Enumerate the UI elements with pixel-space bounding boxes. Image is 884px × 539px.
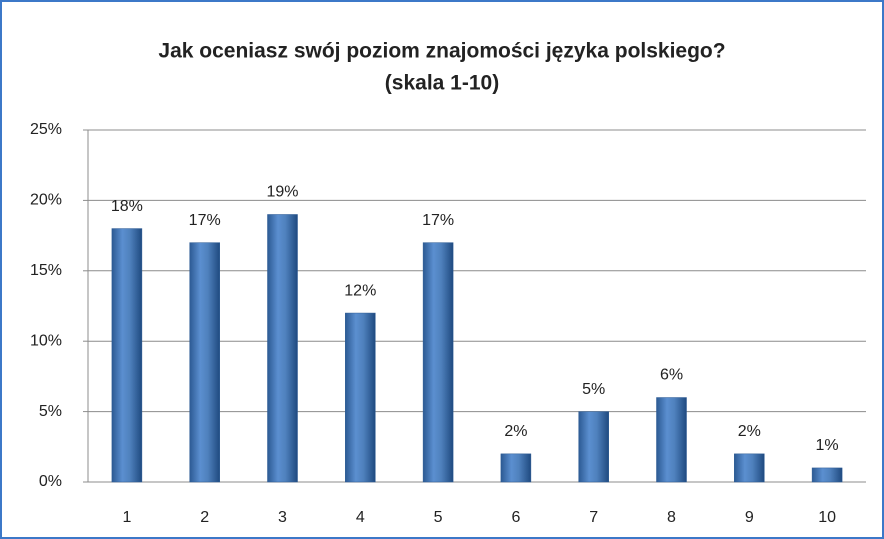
- y-tick-label: 10%: [30, 332, 62, 349]
- data-label: 2%: [738, 423, 761, 440]
- x-tick-label: 7: [589, 509, 598, 526]
- y-tick-label: 25%: [30, 121, 62, 138]
- x-tick-label: 1: [122, 509, 131, 526]
- x-tick-label: 8: [667, 509, 676, 526]
- y-tick-label: 20%: [30, 192, 62, 209]
- y-tick-label: 5%: [39, 403, 62, 420]
- x-tick-label: 4: [356, 509, 365, 526]
- bar: [656, 397, 687, 483]
- chart-title: Jak oceniasz swój poziom znajomości języ…: [158, 40, 725, 63]
- bar: [111, 228, 143, 483]
- data-label: 12%: [344, 282, 376, 299]
- data-label: 18%: [111, 198, 143, 215]
- x-tick-label: 5: [434, 509, 443, 526]
- data-label: 19%: [266, 184, 298, 201]
- bar: [345, 312, 376, 483]
- bar: [267, 214, 298, 483]
- x-tick-label: 2: [200, 509, 209, 526]
- bar: [578, 411, 609, 483]
- x-tick-label: 10: [818, 509, 836, 526]
- bar: [500, 453, 532, 483]
- x-tick-label: 6: [511, 509, 520, 526]
- chart-subtitle: (skala 1-10): [385, 72, 499, 95]
- bar: [811, 467, 843, 483]
- y-tick-label: 15%: [30, 262, 62, 279]
- bar: [734, 453, 765, 483]
- bar: [189, 242, 220, 483]
- x-tick-label: 3: [278, 509, 287, 526]
- y-tick-label: 0%: [39, 473, 62, 490]
- data-label: 6%: [660, 367, 683, 384]
- data-label: 1%: [816, 437, 839, 454]
- data-label: 2%: [504, 423, 527, 440]
- x-tick-label: 9: [745, 509, 754, 526]
- bar: [422, 242, 454, 483]
- data-label: 5%: [582, 381, 605, 398]
- data-label: 17%: [422, 212, 454, 229]
- data-label: 17%: [189, 212, 221, 229]
